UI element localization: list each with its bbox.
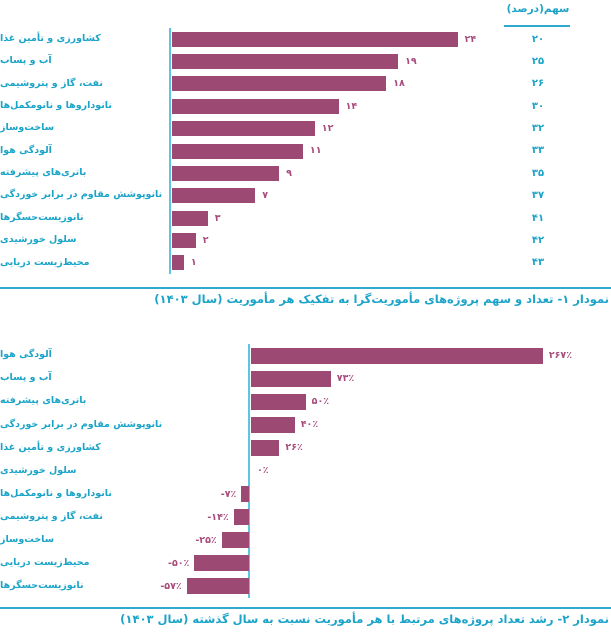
category-label: باتری‌های پیشرفته — [0, 395, 87, 407]
bar — [251, 439, 280, 456]
bar — [172, 255, 184, 271]
bar — [251, 393, 306, 410]
share-header-underline — [504, 25, 570, 27]
bar — [251, 370, 331, 387]
category-label: باتری‌های پیشرفته — [0, 167, 87, 179]
value-label: -۲۵٪ — [195, 534, 217, 546]
bar — [241, 486, 249, 503]
bar — [186, 578, 249, 595]
category-label: ساخت‌وساز — [0, 534, 55, 546]
chart-1-axis-line — [169, 28, 171, 274]
bar — [233, 509, 249, 526]
chart-1-caption: نمودار ۱- تعداد و سهم پروژه‌های مأموریت‌… — [154, 292, 609, 306]
share-value: ۴۲ — [531, 234, 545, 246]
value-label: ۰٪ — [257, 465, 269, 477]
bar — [172, 210, 208, 226]
category-label: آب و پساب — [0, 55, 52, 67]
share-value: ۳۵ — [531, 167, 545, 179]
value-label: -۵۷٪ — [160, 580, 182, 592]
share-value: ۳۳ — [531, 145, 545, 157]
chart-2-caption: نمودار ۲- رشد تعداد پروژه‌های مرتبط با ه… — [120, 612, 609, 626]
share-value: ۳۷ — [531, 190, 545, 202]
share-value: ۲۶ — [531, 78, 545, 90]
category-label: نانوداروها و نانومکمل‌ها — [0, 100, 112, 112]
bar — [172, 98, 339, 114]
share-value: ۲۵ — [531, 56, 545, 68]
category-label: سلول خورشیدی — [0, 464, 77, 476]
value-label: ۲ — [202, 234, 209, 246]
bar — [251, 347, 543, 364]
category-label: سلول خورشیدی — [0, 234, 77, 246]
value-label: ۵۰٪ — [311, 396, 330, 408]
category-label: نفت، گاز و پتروشیمی — [0, 510, 103, 522]
value-label: ۳ — [214, 212, 221, 224]
value-label: ۱ — [190, 257, 197, 269]
value-label: ۱۴ — [345, 100, 358, 112]
bar — [172, 54, 399, 70]
category-label: محیط‌زیست دریایی — [0, 557, 90, 569]
category-label: نانوپوشش مقاوم در برابر خوردگی — [0, 189, 163, 201]
chart-2-axis-line — [248, 344, 250, 598]
bar — [172, 31, 458, 47]
divider-line-1 — [0, 287, 611, 289]
bar — [251, 416, 295, 433]
category-label: نانوزیست‌حسگرها — [0, 580, 84, 592]
category-label: نانوپوشش مقاوم در برابر خوردگی — [0, 418, 163, 430]
value-label: -۷٪ — [220, 488, 237, 500]
value-label: ۲۶٪ — [285, 442, 303, 454]
bar — [172, 165, 280, 181]
bar — [172, 188, 256, 204]
chart-2-growth-rate: آلودگی هوا ۲۶۷٪ آب و پساب ۷۳٪ باتری‌های پیشر… — [0, 344, 611, 598]
value-label: ۲۶۷٪ — [548, 350, 573, 362]
chart-1-projects-count-share: کشاورزی و تأمین غذا ۲۴ ۲۰ آب و پساب ۱۹ ۲۵ نفت،… — [0, 28, 611, 274]
share-value: ۲۰ — [531, 33, 545, 45]
category-label: نانوداروها و نانومکمل‌ها — [0, 487, 112, 499]
category-label: آلودگی هوا — [0, 349, 52, 361]
share-value: ۴۱ — [531, 212, 545, 224]
category-label: آب و پساب — [0, 372, 52, 384]
value-label: ۱۱ — [309, 145, 322, 157]
bar — [194, 555, 249, 572]
value-label: -۵۰٪ — [168, 557, 190, 569]
category-label: نفت، گاز و پتروشیمی — [0, 77, 103, 89]
share-value: ۳۲ — [531, 123, 545, 135]
share-value: ۴۳ — [531, 257, 545, 269]
divider-line-2 — [0, 607, 611, 609]
value-label: ۴۰٪ — [300, 419, 319, 431]
share-value: ۳۰ — [531, 100, 545, 112]
category-label: کشاورزی و تأمین غذا — [0, 32, 101, 44]
value-label: ۱۲ — [321, 123, 334, 135]
category-label: محیط‌زیست دریایی — [0, 256, 90, 268]
category-label: آلودگی هوا — [0, 144, 52, 156]
value-label: ۷۳٪ — [336, 373, 355, 385]
bar — [172, 232, 196, 248]
category-label: ساخت‌وساز — [0, 122, 55, 134]
share-column-header: سهم(درصد) — [506, 3, 570, 15]
value-label: ۱۹ — [405, 56, 417, 68]
bar — [172, 76, 387, 92]
value-label: ۲۴ — [464, 33, 477, 45]
category-label: کشاورزی و تأمین غذا — [0, 441, 101, 453]
value-label: ۷ — [262, 190, 269, 202]
value-label: ۹ — [286, 167, 292, 179]
value-label: ۱۸ — [393, 78, 405, 90]
category-label: نانوزیست‌حسگرها — [0, 211, 84, 223]
bar — [172, 143, 303, 159]
bar — [172, 121, 315, 137]
value-label: -۱۴٪ — [207, 511, 229, 523]
bar — [221, 532, 249, 549]
